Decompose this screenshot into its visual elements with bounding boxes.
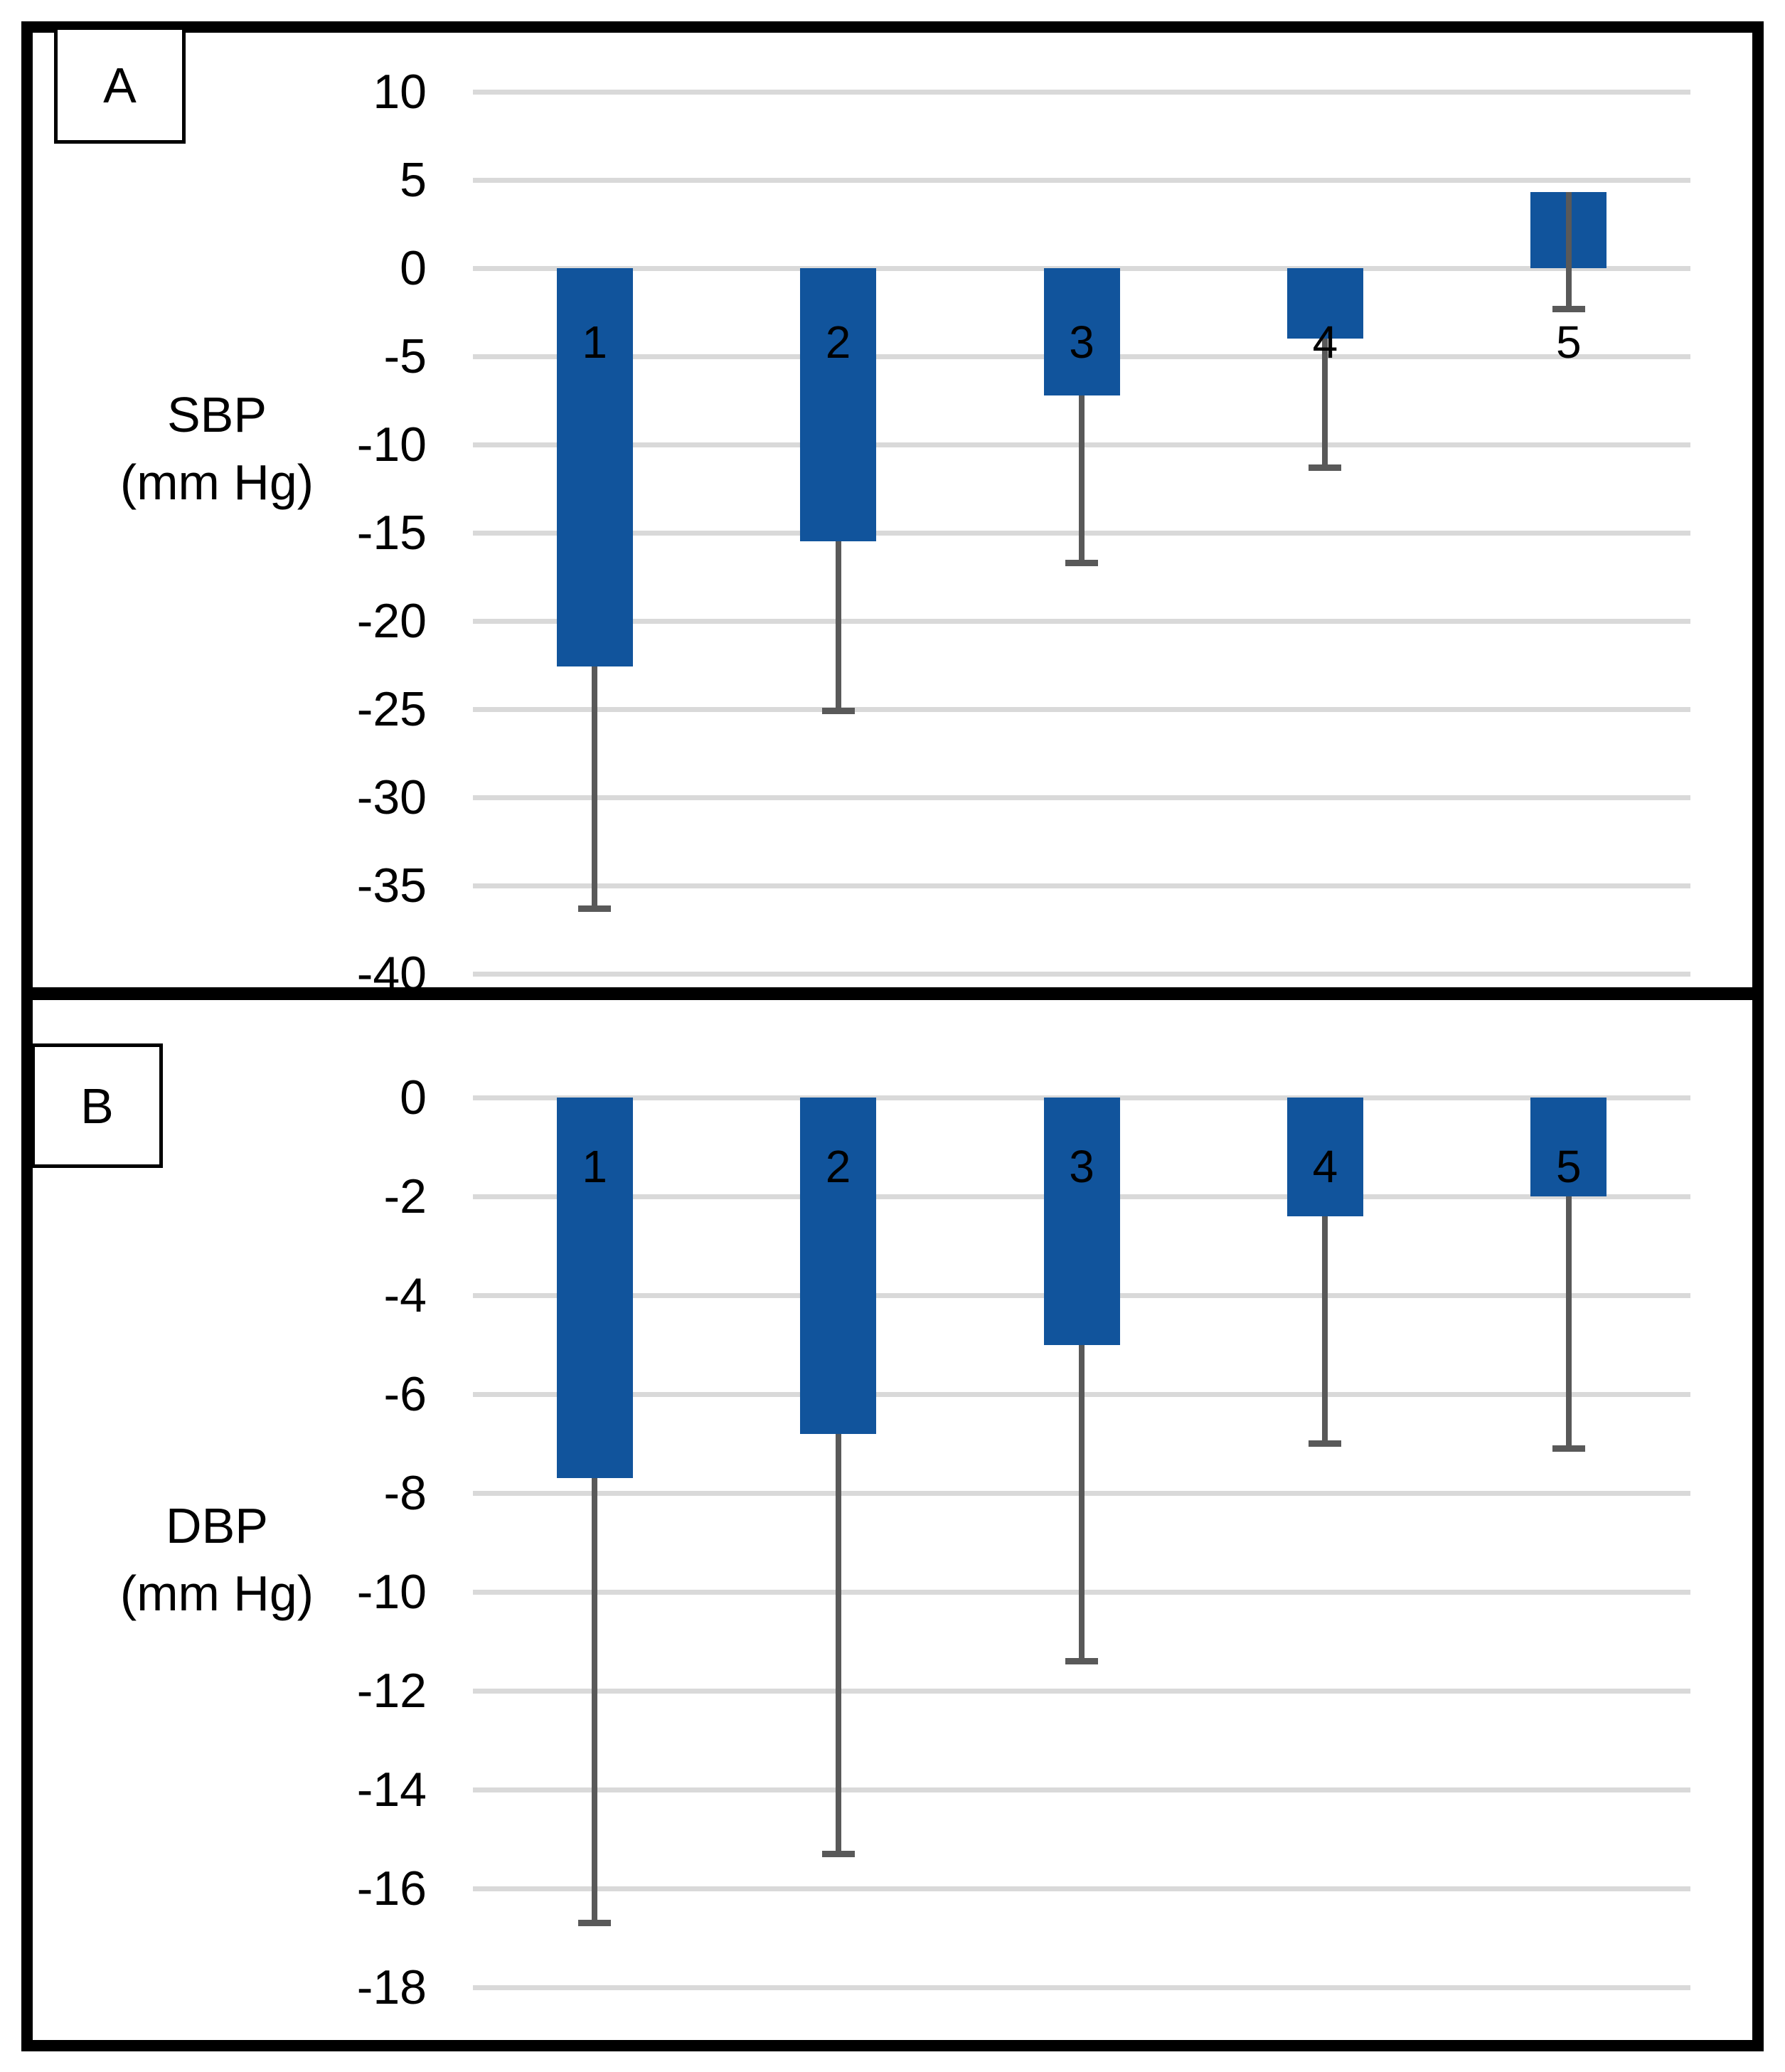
- y-tick-label: -40: [356, 947, 427, 1001]
- y-tick-label: -5: [383, 329, 427, 383]
- y-tick-label: -2: [383, 1169, 427, 1223]
- error-bar-cap: [1309, 464, 1342, 471]
- y-axis-title-dbp-line2: (mm Hg): [119, 1565, 314, 1621]
- y-tick-label: -8: [383, 1466, 427, 1520]
- bar: [556, 268, 633, 667]
- bar-number-label: 3: [1069, 317, 1094, 368]
- y-tick-label: -16: [356, 1861, 427, 1916]
- panel-a-label-box: A: [54, 26, 186, 144]
- gridline: [473, 795, 1690, 800]
- gridline: [473, 618, 1690, 624]
- error-bar-line: [1565, 1196, 1572, 1449]
- y-axis-title-sbp-line1: SBP: [166, 387, 267, 442]
- y-tick-label: -30: [356, 770, 427, 824]
- bar-number-label: 2: [825, 1141, 851, 1193]
- y-tick-label: -15: [356, 506, 427, 560]
- bar: [1043, 1098, 1120, 1345]
- error-bar-line: [1565, 192, 1572, 309]
- gridline: [473, 1787, 1690, 1792]
- error-bar-line: [835, 1433, 841, 1854]
- y-tick-label: -4: [383, 1268, 427, 1322]
- bar-number-label: 1: [582, 317, 607, 368]
- panel-a-letter: A: [103, 57, 137, 113]
- y-tick-label: -6: [383, 1367, 427, 1421]
- error-bar-line: [592, 1478, 598, 1923]
- y-axis-title-sbp: SBP (mm Hg): [39, 381, 395, 516]
- gridline: [473, 177, 1690, 183]
- error-bar-cap: [1065, 559, 1098, 566]
- y-tick-label: -25: [356, 682, 427, 736]
- gridline: [473, 1886, 1690, 1891]
- bar: [800, 1098, 877, 1434]
- panel-divider: [21, 987, 1764, 1000]
- bar-number-label: 2: [825, 317, 851, 368]
- bar-number-label: 4: [1312, 1141, 1338, 1193]
- error-bar-cap: [578, 905, 612, 912]
- error-bar-line: [1079, 1344, 1085, 1662]
- panel-b-label-box: B: [31, 1043, 163, 1168]
- bar: [1043, 268, 1120, 395]
- bar-number-label: 1: [582, 1141, 607, 1193]
- gridline: [473, 971, 1690, 977]
- figure-border: [21, 21, 1764, 2051]
- bar-number-label: 5: [1556, 317, 1582, 368]
- bar: [1530, 1098, 1607, 1196]
- bar-number-label: 4: [1312, 317, 1338, 368]
- error-bar-cap: [1065, 1657, 1098, 1664]
- gridline: [473, 89, 1690, 95]
- y-tick-label: -10: [356, 1565, 427, 1619]
- y-tick-label: 10: [373, 65, 427, 119]
- y-tick-label: -10: [356, 418, 427, 472]
- error-bar-line: [1079, 395, 1085, 563]
- error-bar-cap: [578, 1920, 612, 1927]
- error-bar-cap: [1309, 1440, 1342, 1447]
- y-tick-label: -20: [356, 594, 427, 648]
- y-tick-label: -12: [356, 1664, 427, 1718]
- y-tick-label: 5: [400, 153, 427, 207]
- y-tick-label: 0: [400, 241, 427, 295]
- error-bar-line: [1322, 1216, 1328, 1444]
- gridline: [473, 883, 1690, 888]
- error-bar-cap: [821, 707, 855, 714]
- gridline: [473, 706, 1690, 712]
- y-axis-title-dbp: DBP (mm Hg): [39, 1492, 395, 1627]
- error-bar-line: [592, 666, 598, 909]
- panel-b-letter: B: [80, 1078, 114, 1134]
- bar-number-label: 3: [1069, 1141, 1094, 1193]
- gridline: [473, 1985, 1690, 1990]
- y-tick-label: 0: [400, 1070, 427, 1125]
- bar: [1286, 1098, 1363, 1216]
- error-bar-line: [1322, 339, 1328, 468]
- bar: [556, 1098, 633, 1479]
- error-bar-cap: [1552, 1445, 1585, 1452]
- y-tick-label: -35: [356, 859, 427, 913]
- y-axis-title-dbp-line1: DBP: [166, 1498, 268, 1553]
- gridline: [473, 1688, 1690, 1694]
- bar: [800, 268, 877, 542]
- bar: [1286, 268, 1363, 339]
- y-axis-title-sbp-line2: (mm Hg): [119, 454, 314, 510]
- y-tick-label: -18: [356, 1960, 427, 2014]
- error-bar-cap: [1552, 305, 1585, 312]
- y-tick-label: -14: [356, 1763, 427, 1817]
- error-bar-cap: [821, 1850, 855, 1857]
- error-bar-line: [835, 541, 841, 711]
- bar-number-label: 5: [1556, 1141, 1582, 1193]
